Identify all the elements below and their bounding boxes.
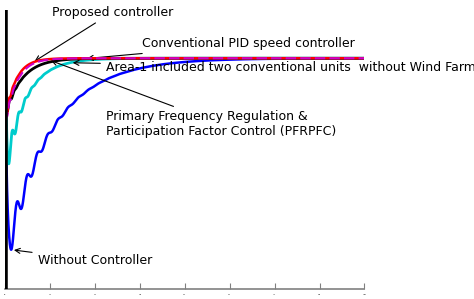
- Text: Proposed controller: Proposed controller: [36, 6, 173, 61]
- Text: Area-1 included two conventional units  without Wind Farm: Area-1 included two conventional units w…: [74, 60, 474, 74]
- Text: Conventional PID speed controller: Conventional PID speed controller: [88, 37, 355, 60]
- Text: Primary Frequency Regulation &
Participation Factor Control (PFRPFC): Primary Frequency Regulation & Participa…: [52, 60, 336, 138]
- Text: Without Controller: Without Controller: [15, 248, 152, 267]
